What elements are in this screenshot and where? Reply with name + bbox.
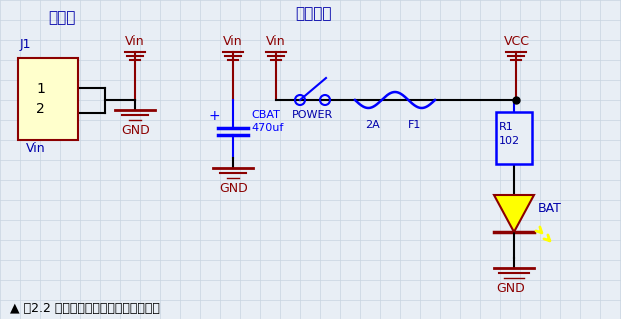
Text: 2: 2 bbox=[36, 102, 45, 116]
Text: Vin: Vin bbox=[26, 142, 45, 155]
Text: BAT: BAT bbox=[538, 202, 562, 215]
Text: POWER: POWER bbox=[292, 110, 333, 120]
Text: GND: GND bbox=[219, 182, 248, 195]
Text: 102: 102 bbox=[499, 136, 520, 146]
Text: 1: 1 bbox=[36, 82, 45, 96]
Text: Vin: Vin bbox=[266, 35, 286, 48]
Text: VCC: VCC bbox=[504, 35, 530, 48]
Text: 2A: 2A bbox=[365, 120, 380, 130]
Polygon shape bbox=[494, 195, 534, 232]
Text: GND: GND bbox=[121, 124, 150, 137]
Bar bbox=[18, 58, 78, 140]
Bar bbox=[496, 112, 532, 164]
Text: +: + bbox=[208, 109, 220, 123]
Text: ▲ 图2.2 电源输入滤波与保护电路原理图: ▲ 图2.2 电源输入滤波与保护电路原理图 bbox=[10, 302, 160, 315]
Text: GND: GND bbox=[496, 282, 525, 295]
Text: R1: R1 bbox=[499, 122, 514, 132]
Text: J1: J1 bbox=[20, 38, 32, 51]
Text: F1: F1 bbox=[408, 120, 422, 130]
Text: 接电口: 接电口 bbox=[48, 10, 75, 25]
Text: Vin: Vin bbox=[223, 35, 243, 48]
Text: CBAT: CBAT bbox=[251, 110, 280, 120]
Text: Vin: Vin bbox=[125, 35, 145, 48]
Text: 电路保护: 电路保护 bbox=[295, 6, 332, 21]
Text: 470uf: 470uf bbox=[251, 123, 283, 133]
